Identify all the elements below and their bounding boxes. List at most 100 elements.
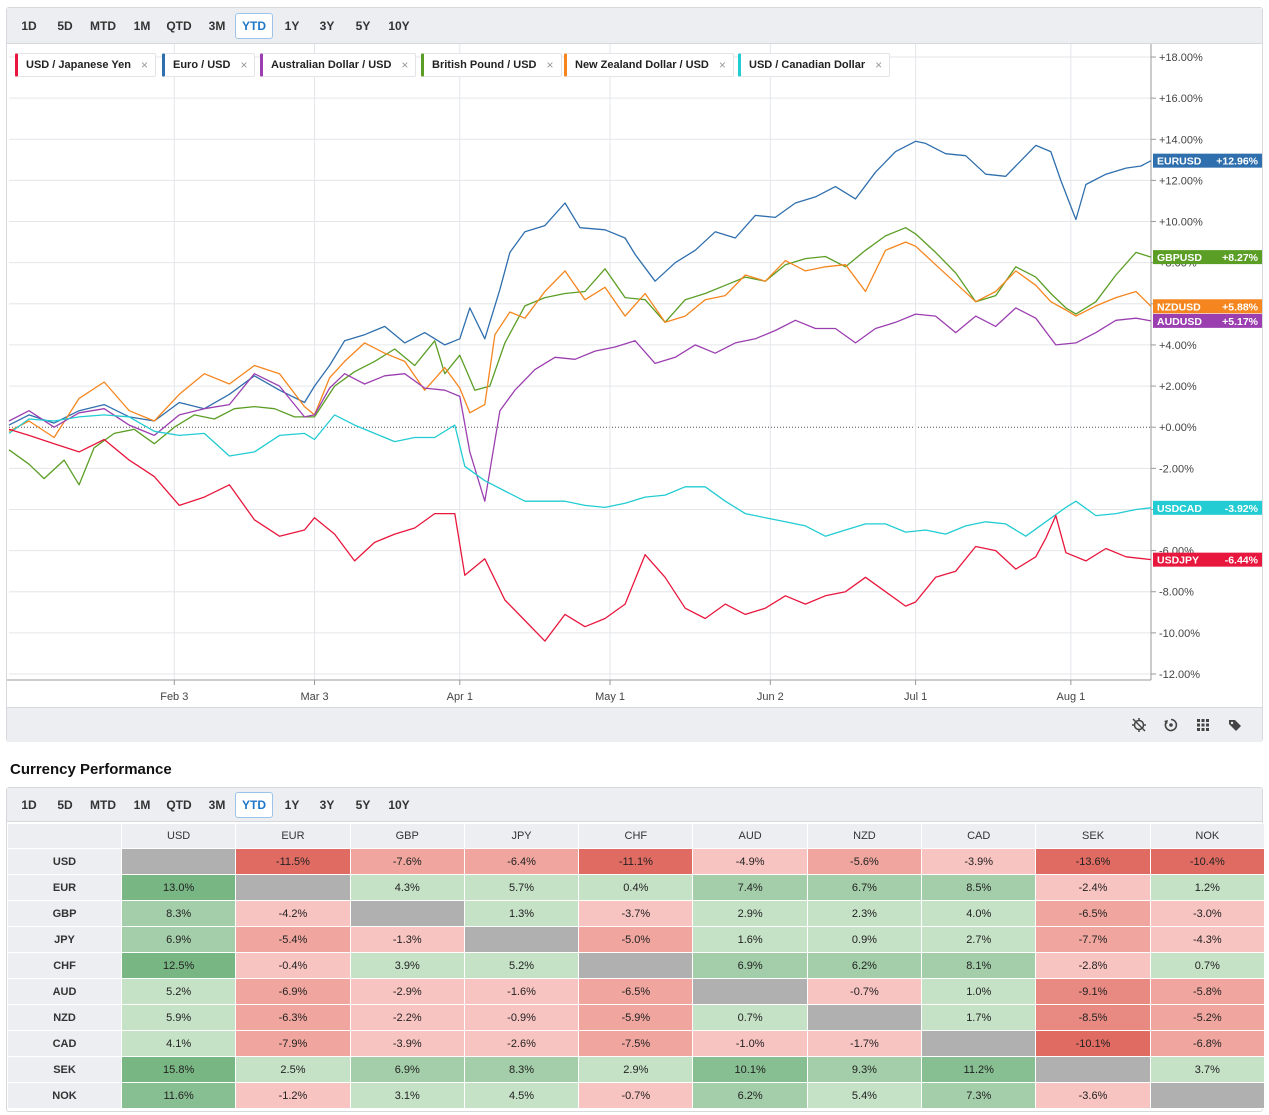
chart-range-qtd[interactable]: QTD	[166, 19, 192, 33]
chart-range-ytd[interactable]: YTD	[235, 13, 273, 39]
chart-range-1y[interactable]: 1Y	[284, 19, 300, 33]
series-end-label-bg	[1153, 299, 1262, 314]
matrix-cell: -1.3%	[349, 926, 465, 953]
matrix-cell: 7.4%	[692, 874, 808, 901]
matrix-column-header: SEK	[1035, 823, 1151, 849]
matrix-row: GBP 8.3% -4.2% 1.3% -3.7% 2.9% 2.3% 4.0% -6.5% -3…	[7, 900, 1265, 927]
matrix-cell: -9.1%	[1035, 978, 1151, 1005]
matrix-cell: 4.0%	[921, 900, 1037, 927]
legend-item[interactable]: USD / Canadian Dollar ×	[738, 53, 891, 77]
matrix-row: EUR 13.0% 4.3% 5.7% 0.4% 7.4% 6.7% 8.5% -2.4% 1.2…	[7, 874, 1265, 901]
remove-series-icon[interactable]: ×	[140, 58, 148, 72]
legend-item[interactable]: British Pound / USD ×	[421, 53, 562, 77]
chart-range-mtd[interactable]: MTD	[90, 19, 116, 33]
matrix-cell: 2.3%	[806, 900, 923, 927]
matrix-row: USD -11.5% -7.6% -6.4% -11.1% -4.9% -5.6% -3.9%…	[7, 848, 1265, 875]
x-tick-label: Apr 1	[447, 691, 473, 703]
chart-toolbar	[7, 707, 1262, 742]
performance-range-1y[interactable]: 1Y	[284, 798, 300, 812]
matrix-row-header: CAD	[7, 1030, 122, 1057]
chart-range-1d[interactable]: 1D	[21, 19, 37, 33]
remove-series-icon[interactable]: ×	[401, 58, 409, 72]
performance-range-1m[interactable]: 1M	[133, 798, 151, 812]
performance-range-5d[interactable]: 5D	[57, 798, 73, 812]
chart-range-3m[interactable]: 3M	[208, 19, 226, 33]
matrix-cell: 5.9%	[120, 1004, 237, 1031]
legend-item[interactable]: Australian Dollar / USD ×	[260, 53, 417, 77]
matrix-cell: -1.0%	[692, 1030, 808, 1057]
x-tick-label: May 1	[595, 691, 625, 703]
matrix-cell: 0.4%	[578, 874, 694, 901]
performance-range-mtd[interactable]: MTD	[90, 798, 116, 812]
matrix-cell	[120, 848, 237, 875]
performance-range-5y[interactable]: 5Y	[355, 798, 371, 812]
matrix-cell: -7.7%	[1035, 926, 1151, 953]
matrix-cell: 8.3%	[463, 1056, 580, 1083]
matrix-cell: -4.2%	[235, 900, 351, 927]
series-end-label-audusd: AUDUSD +5.17%	[1153, 313, 1262, 328]
legend-label: Euro / USD	[173, 59, 231, 71]
matrix-cell: 3.9%	[349, 952, 465, 979]
performance-range-qtd[interactable]: QTD	[166, 798, 192, 812]
chart-range-5d[interactable]: 5D	[57, 19, 73, 33]
grid-icon[interactable]	[1195, 717, 1211, 733]
chart-range-3y[interactable]: 3Y	[319, 19, 335, 33]
matrix-cell: -0.4%	[235, 952, 351, 979]
matrix-cell: -3.6%	[1035, 1082, 1151, 1109]
chart-range-1m[interactable]: 1M	[133, 19, 151, 33]
series-end-label-value: -3.92%	[1225, 503, 1259, 515]
hide-crosshair-icon[interactable]	[1131, 717, 1147, 733]
series-end-label-eurusd: EURUSD +12.96%	[1153, 153, 1262, 168]
matrix-cell	[235, 874, 351, 901]
matrix-cell: -10.1%	[1035, 1030, 1151, 1057]
matrix-row: JPY 6.9% -5.4% -1.3% -5.0% 1.6% 0.9% 2.7% -7.7% -…	[7, 926, 1265, 953]
performance-range-1d[interactable]: 1D	[21, 798, 37, 812]
remove-series-icon[interactable]: ×	[875, 58, 883, 72]
chart-panel: 1D 5D MTD 1M QTD 3M YTD 1Y 3Y 5Y 10Y +18.00% +16.00…	[6, 7, 1263, 742]
matrix-cell: -6.5%	[1035, 900, 1151, 927]
performance-range-bar: 1D 5D MTD 1M QTD 3M YTD 1Y 3Y 5Y 10Y	[7, 788, 1262, 822]
matrix-cell: 8.3%	[120, 900, 237, 927]
matrix-column-header: JPY	[463, 823, 580, 849]
remove-series-icon[interactable]: ×	[718, 58, 726, 72]
matrix-cell: 5.7%	[463, 874, 580, 901]
matrix-row: AUD 5.2% -6.9% -2.9% -1.6% -6.5% -0.7% 1.0% -9.1…	[7, 978, 1265, 1005]
series-end-label-name: EURUSD	[1157, 156, 1202, 168]
matrix-cell	[463, 926, 580, 953]
legend-item[interactable]: New Zealand Dollar / USD ×	[564, 53, 734, 77]
matrix-cell: 6.2%	[806, 952, 923, 979]
matrix-cell: 5.2%	[463, 952, 580, 979]
matrix-cell: 1.2%	[1149, 874, 1265, 901]
legend-item[interactable]: Euro / USD ×	[162, 53, 256, 77]
matrix-cell: -7.5%	[578, 1030, 694, 1057]
x-tick-label: Jul 1	[904, 691, 927, 703]
series-line-gbpusd	[8, 227, 1152, 486]
matrix-row: SEK 15.8% 2.5% 6.9% 8.3% 2.9% 10.1% 9.3% 11.2% 3.…	[7, 1056, 1265, 1083]
matrix-row-header: AUD	[7, 978, 122, 1005]
tags-icon[interactable]	[1227, 717, 1243, 733]
chart-range-5y[interactable]: 5Y	[355, 19, 371, 33]
performance-range-3m[interactable]: 3M	[208, 798, 226, 812]
remove-series-icon[interactable]: ×	[546, 58, 554, 72]
chart-range-10y[interactable]: 10Y	[388, 19, 410, 33]
reset-zoom-icon[interactable]	[1163, 717, 1179, 733]
matrix-row: CAD 4.1% -7.9% -3.9% -2.6% -7.5% -1.0% -1.7% -10…	[7, 1030, 1265, 1057]
performance-range-ytd[interactable]: YTD	[235, 792, 273, 818]
performance-range-10y[interactable]: 10Y	[388, 798, 410, 812]
matrix-cell: 4.5%	[463, 1082, 580, 1109]
matrix-cell: 6.9%	[692, 952, 808, 979]
matrix-column-header: CAD	[921, 823, 1037, 849]
matrix-cell: -8.5%	[1035, 1004, 1151, 1031]
performance-range-3y[interactable]: 3Y	[319, 798, 335, 812]
matrix-column-header: EUR	[235, 823, 351, 849]
y-tick-label: -2.00%	[1159, 463, 1194, 475]
legend-label: USD / Japanese Yen	[26, 59, 131, 71]
matrix-row-header: EUR	[7, 874, 122, 901]
remove-series-icon[interactable]: ×	[240, 58, 248, 72]
matrix-cell: -7.9%	[235, 1030, 351, 1057]
matrix-row-header: GBP	[7, 900, 122, 927]
matrix-cell: 6.7%	[806, 874, 923, 901]
matrix-cell: -5.6%	[806, 848, 923, 875]
series-line-audusd	[8, 307, 1152, 502]
legend-item[interactable]: USD / Japanese Yen ×	[15, 53, 156, 77]
